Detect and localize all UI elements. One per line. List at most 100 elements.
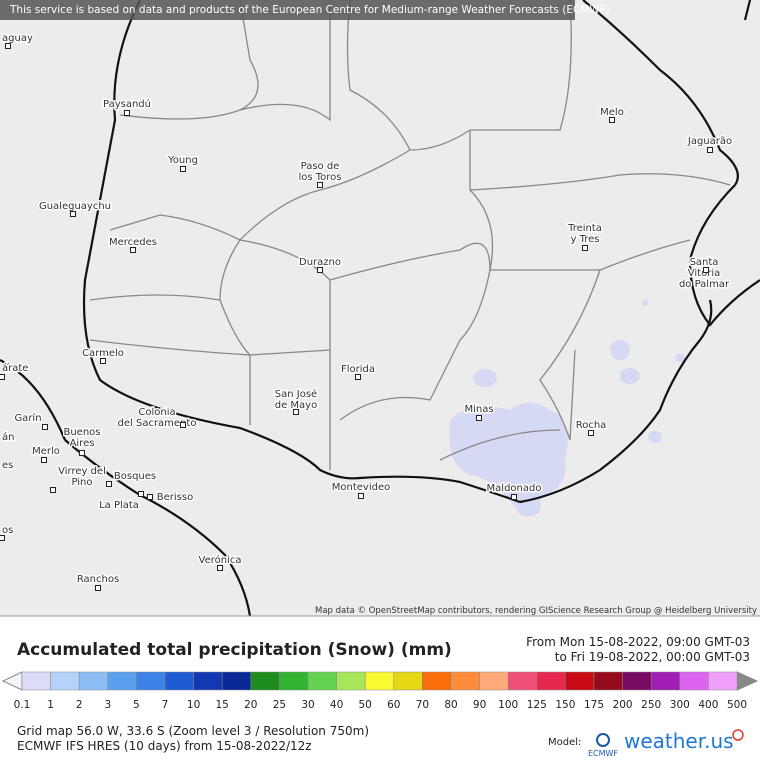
place-label: Minas [464, 404, 493, 415]
scale-label: 15 [216, 699, 229, 711]
scale-swatch [422, 671, 452, 691]
place-marker [0, 535, 5, 541]
scale-swatch [393, 671, 423, 691]
place-marker [358, 493, 364, 499]
place-marker [588, 430, 594, 436]
place-label: Garín [14, 412, 41, 424]
scale-swatch [650, 671, 681, 691]
place-marker [609, 117, 615, 123]
place-label: San José [275, 388, 317, 400]
place-marker [100, 358, 106, 364]
place-marker [317, 267, 323, 273]
place-label: de Mayo [275, 400, 317, 411]
scale-label: 200 [613, 699, 633, 711]
brand-sun [732, 729, 744, 741]
scale-label: 250 [641, 699, 661, 711]
scale-label: 1 [47, 699, 54, 711]
scale-swatch [536, 671, 566, 691]
scale-label: 30 [301, 699, 314, 711]
legend-title: Accumulated total precipitation (Snow) (… [17, 640, 452, 660]
coastlines [0, 0, 760, 617]
scale-label: 400 [698, 699, 718, 711]
place-label: Young [167, 155, 198, 166]
scale-label: 100 [498, 699, 518, 711]
scale-label: 60 [387, 699, 400, 711]
scale-swatch [50, 671, 80, 691]
place-marker [511, 494, 517, 500]
place-marker [70, 211, 76, 217]
place-marker [582, 245, 588, 251]
place-marker [5, 43, 11, 49]
place-label: árate [2, 362, 28, 374]
place-marker [707, 147, 713, 153]
place-label: Mercedes [109, 237, 157, 248]
place-label: Rocha [576, 420, 607, 431]
scale-swatch [622, 671, 652, 691]
place-label: y Tres [571, 234, 600, 245]
place-label: Berisso [157, 492, 193, 503]
attribution: Map data © OpenStreetMap contributors, r… [315, 606, 757, 616]
place-marker [476, 415, 482, 421]
place-marker [50, 487, 56, 493]
model-label: Model: [548, 737, 581, 748]
place-label: Durazno [299, 257, 341, 268]
place-label: La Plata [99, 500, 139, 511]
place-marker [0, 374, 5, 380]
date-to: to Fri 19-08-2022, 00:00 GMT-03 [555, 650, 750, 664]
place-marker [79, 450, 85, 456]
scale-swatch [450, 671, 480, 691]
scale-label: 2 [76, 699, 83, 711]
scale-swatch [250, 671, 280, 691]
map-background [0, 0, 760, 616]
place-label: Florida [341, 364, 375, 375]
scale-swatch [107, 671, 137, 691]
scale-label: 175 [584, 699, 604, 711]
place-label: Pino [71, 477, 92, 488]
scale-swatch [21, 671, 51, 691]
place-marker [106, 481, 112, 487]
scale-label: 5 [133, 699, 140, 711]
banner-text: This service is based on data and produc… [9, 4, 610, 16]
place-marker [147, 494, 153, 500]
place-label: Bosques [114, 471, 156, 482]
place-label: Paysandú [103, 98, 151, 110]
scale-label: 150 [555, 699, 575, 711]
scale-label: 50 [359, 699, 372, 711]
scale-label: 25 [273, 699, 286, 711]
place-marker [41, 457, 47, 463]
place-label: del Sacramento [118, 418, 197, 429]
place-label: los Toros [298, 172, 341, 183]
scale-swatch [221, 671, 252, 691]
scale-swatch [708, 671, 738, 691]
scale-label: 80 [444, 699, 457, 711]
place-marker [703, 267, 709, 273]
internal-borders [89, 0, 731, 470]
place-label: Aires [70, 438, 95, 449]
place-label: Montevideo [332, 482, 390, 493]
scale-swatch [164, 671, 194, 691]
place-label: do Palmar [679, 279, 730, 290]
scale-swatch [593, 671, 623, 691]
scale-swatch [565, 671, 595, 691]
place-marker [180, 422, 186, 428]
scale-label: 40 [330, 699, 343, 711]
scale-label: 10 [187, 699, 200, 711]
place-label: Paso de [301, 161, 340, 172]
scale-arrow-right [736, 671, 759, 691]
place-marker [138, 491, 144, 497]
scale-swatch [336, 671, 366, 691]
scale-label: 70 [416, 699, 429, 711]
place-label: Jaguarão [687, 136, 732, 147]
scale-swatch [507, 671, 538, 691]
place-label: Treinta [567, 223, 602, 234]
scale-label: 0.1 [14, 699, 31, 711]
scale-label: 90 [473, 699, 486, 711]
scale-swatch [136, 671, 166, 691]
model-info: ECMWF IFS HRES (10 days) from 15-08-2022… [17, 739, 312, 753]
place-label: Virrey del [58, 466, 106, 477]
place-marker [293, 409, 299, 415]
place-label: os [2, 525, 13, 536]
scale-label: 20 [244, 699, 257, 711]
